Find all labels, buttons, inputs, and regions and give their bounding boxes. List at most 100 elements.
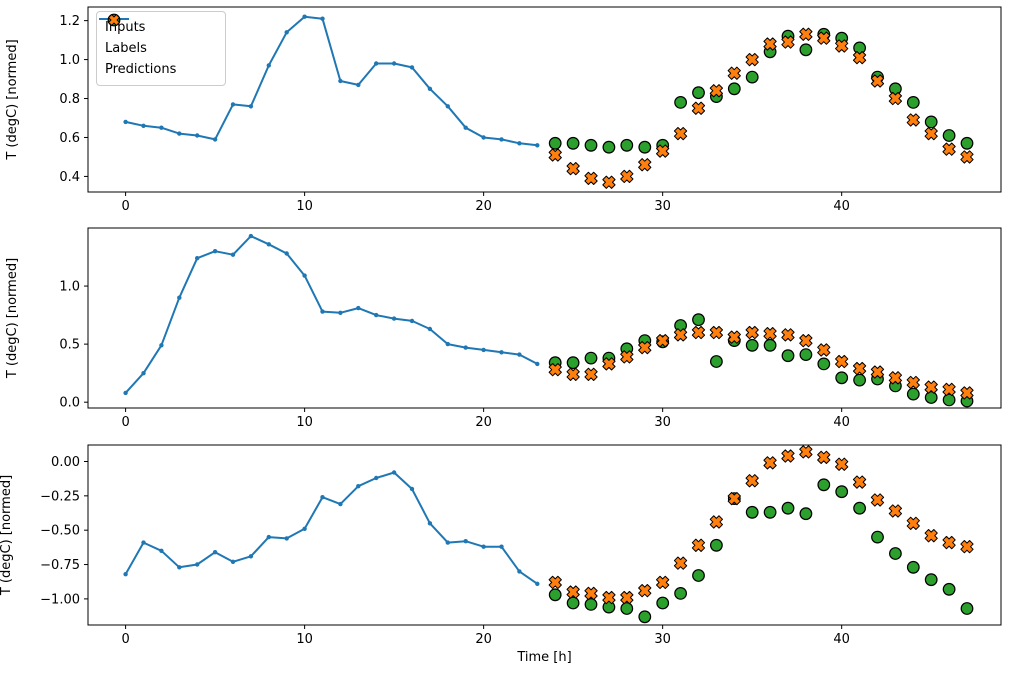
inputs-point: [230, 559, 236, 564]
y-tick-label: 1.2: [59, 14, 80, 29]
inputs-point: [356, 305, 361, 311]
inputs-point: [338, 310, 343, 315]
predictions-point: [620, 169, 634, 184]
labels-point: [942, 582, 956, 596]
labels-point: [745, 338, 759, 352]
inputs-point: [141, 371, 146, 376]
inputs-point: [159, 125, 164, 130]
predictions-point: [548, 575, 562, 590]
labels-point: [620, 138, 634, 152]
inputs-point: [212, 249, 218, 254]
axes-frame: [87, 6, 1002, 193]
inputs-point: [481, 135, 486, 140]
predictions-point: [548, 363, 562, 377]
x-tick-label: 30: [654, 199, 671, 214]
labels-point: [602, 140, 616, 154]
predictions-point: [870, 493, 885, 507]
inputs-point: [248, 233, 254, 239]
inputs-point: [409, 318, 415, 324]
inputs-point: [535, 581, 540, 586]
labels-point: [566, 136, 580, 150]
labels-points: [548, 27, 974, 154]
inputs-point: [391, 470, 397, 475]
y-tick-label: 0.8: [59, 92, 80, 107]
predictions-point: [745, 325, 759, 340]
predictions-point: [817, 31, 831, 45]
inputs-point: [302, 273, 307, 278]
y-axis-label: T (degC) [normed]: [5, 258, 20, 379]
labels-point: [745, 70, 759, 84]
predictions-points: [548, 27, 974, 189]
x-axis: 0 10 20 30 40: [121, 625, 850, 647]
labels-point: [799, 507, 813, 521]
labels-point: [906, 95, 920, 109]
labels-point: [763, 338, 777, 352]
x-tick-label: 30: [654, 415, 671, 430]
inputs-point: [463, 539, 468, 544]
subplot-1: 0.4 0.6 0.8 1.0 1.2 0 10 20 30 40 T (degC) [normed…: [5, 6, 1002, 214]
labels-point: [960, 602, 974, 615]
inputs-point: [427, 326, 433, 332]
subplot-2: 0.0 0.5 1.0 0 10 20 30 40 T (degC) [normed]: [5, 227, 1002, 430]
predictions-point: [781, 449, 795, 463]
inputs-point: [212, 137, 218, 142]
inputs-point: [284, 536, 289, 541]
legend-label-predictions: Predictions: [105, 62, 177, 77]
inputs-point: [481, 544, 486, 549]
inputs-point: [284, 251, 289, 256]
y-tick-label: 0.0: [59, 396, 80, 411]
labels-point: [620, 602, 634, 615]
predictions-point: [584, 367, 598, 381]
labels-point: [638, 610, 652, 624]
predictions-point: [620, 590, 634, 605]
predictions-point: [673, 126, 688, 141]
labels-point: [781, 501, 795, 515]
inputs-point: [248, 554, 254, 559]
labels-point: [853, 501, 866, 515]
inputs-point: [266, 534, 271, 540]
inputs-point: [517, 141, 522, 146]
labels-point: [602, 600, 616, 614]
predictions-point: [566, 367, 580, 381]
predictions-point: [942, 382, 956, 397]
labels-point: [817, 357, 831, 371]
predictions-point: [727, 491, 741, 506]
predictions-point: [763, 37, 777, 51]
labels-point: [674, 587, 687, 600]
x-tick-label: 0: [121, 415, 129, 430]
labels-point: [692, 86, 705, 100]
x-tick-label: 10: [296, 199, 313, 214]
predictions-point: [709, 84, 724, 98]
labels-point: [548, 588, 562, 602]
labels-point: [960, 136, 974, 150]
inputs-point: [284, 30, 289, 35]
inputs-point: [266, 242, 271, 247]
y-tick-label: −0.25: [40, 489, 80, 504]
predictions-point: [691, 538, 706, 552]
predictions-point: [870, 74, 885, 88]
predictions-point: [942, 142, 956, 156]
inputs-point: [445, 540, 450, 545]
predictions-point: [638, 340, 652, 355]
predictions-point: [656, 575, 670, 590]
predictions-x-swatch-icon: [107, 13, 121, 27]
predictions-point: [835, 39, 849, 53]
y-tick-label: −0.50: [40, 524, 80, 539]
labels-point: [942, 129, 956, 142]
swatch-x: [107, 13, 121, 27]
labels-point: [674, 95, 687, 109]
legend: Inputs Labels Predictions: [96, 11, 226, 86]
labels-point: [638, 140, 652, 154]
inputs-point: [159, 343, 164, 348]
x-tick-label: 0: [121, 199, 129, 214]
predictions-point: [835, 354, 849, 369]
y-tick-label: 1.0: [59, 280, 80, 295]
labels-point: [710, 355, 723, 368]
predictions-point: [745, 52, 759, 67]
inputs-line: [123, 233, 540, 396]
labels-point: [584, 138, 598, 152]
labels-point: [727, 82, 741, 96]
labels-point: [566, 596, 580, 610]
inputs-point: [445, 341, 450, 347]
